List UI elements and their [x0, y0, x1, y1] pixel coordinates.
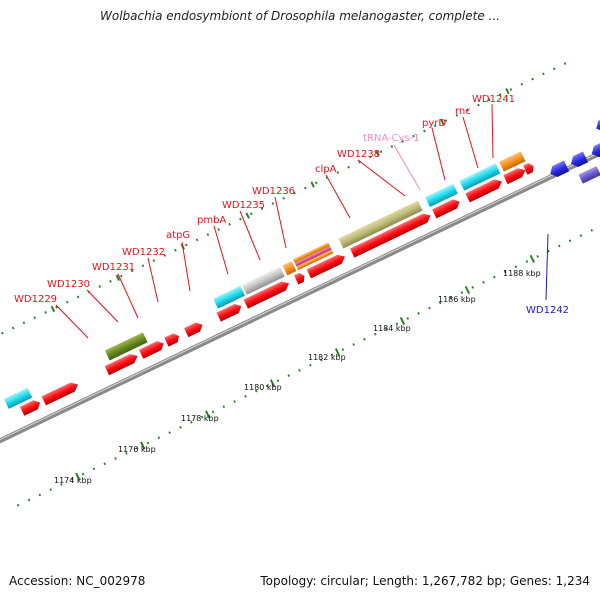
gene-arrow[interactable] — [306, 252, 347, 279]
gene-arrow[interactable] — [164, 332, 181, 347]
ruler-label: 1178 kbp — [181, 414, 219, 423]
gene-arrow[interactable] — [432, 197, 462, 219]
gene-label-wd1235[interactable]: WD1235 — [222, 200, 265, 211]
gene-track-reverse — [548, 114, 600, 184]
gene-arrow[interactable] — [104, 351, 140, 376]
feature-block-orange[interactable] — [499, 151, 526, 172]
gene-label-wd1242[interactable]: WD1242 — [526, 305, 569, 316]
ruler-label: 1176 kbp — [118, 445, 156, 454]
gene-arrow[interactable] — [465, 177, 504, 203]
gene-label-clpa[interactable]: clpA — [315, 164, 337, 175]
ruler-lower-ticks — [75, 254, 535, 481]
feature-block-pink[interactable] — [294, 246, 332, 267]
gene-arrow[interactable] — [41, 380, 81, 406]
accession-text: Accession: NC_002978 — [9, 574, 146, 588]
gene-label-wd1232[interactable]: WD1232 — [122, 247, 165, 258]
gene-arrow[interactable] — [19, 398, 42, 416]
feature-block-olive[interactable] — [104, 332, 148, 361]
genome-backbone — [0, 145, 600, 449]
gene-label-wd1241[interactable]: WD1241 — [472, 94, 515, 105]
gene-label-rnc[interactable]: rnc — [455, 106, 471, 117]
gene-arrow-reverse[interactable] — [548, 160, 570, 180]
gene-arrow[interactable] — [243, 279, 292, 309]
gene-labels: WD1229 WD1230 WD1231 WD1232 atpG pmbA WD… — [14, 94, 569, 316]
ruler-label: 1186 kbp — [438, 295, 476, 304]
feature-block-cyan[interactable] — [425, 183, 458, 208]
feature-block-orange[interactable] — [296, 249, 334, 271]
feature-block-cyan[interactable] — [459, 163, 501, 191]
callout-lines — [55, 103, 549, 339]
gene-arrow[interactable] — [503, 166, 527, 185]
gene-label-wd1238[interactable]: WD1238 — [337, 149, 380, 160]
ruler-label: 1182 kbp — [308, 353, 346, 362]
gene-label-wd1236[interactable]: WD1236 — [252, 186, 295, 197]
gene-arrow[interactable] — [184, 320, 205, 338]
gene-label-trna-cys-1[interactable]: tRNA-Cys-1 — [363, 133, 420, 144]
gene-arrow-reverse[interactable] — [594, 114, 600, 133]
feature-block-orange[interactable] — [282, 261, 297, 276]
gene-label-wd1229[interactable]: WD1229 — [14, 294, 57, 305]
feature-block-orange[interactable] — [293, 242, 330, 263]
feature-block-khaki[interactable] — [338, 200, 423, 249]
gene-arrow-reverse[interactable] — [568, 151, 589, 169]
gene-label-pyrd[interactable]: pyrD — [422, 118, 446, 129]
gene-arrow[interactable] — [350, 211, 433, 258]
feature-track — [3, 151, 526, 409]
gene-arrow[interactable] — [138, 339, 166, 359]
gene-label-pmba[interactable]: pmbA — [197, 215, 226, 226]
ruler-label: 1174 kbp — [54, 476, 92, 485]
feature-block-cyan[interactable] — [213, 285, 246, 309]
gene-arrow[interactable] — [294, 272, 306, 285]
ruler-labels: 1174 kbp 1176 kbp 1178 kbp 1180 kbp 1182… — [54, 269, 541, 485]
feature-block-silver[interactable] — [242, 266, 285, 295]
ruler-label: 1184 kbp — [373, 324, 411, 333]
feature-block-slate[interactable] — [578, 166, 600, 184]
gene-label-wd1231[interactable]: WD1231 — [92, 262, 135, 273]
gene-track-forward — [19, 162, 535, 416]
ruler-label: 1180 kbp — [244, 383, 282, 392]
gene-arrow[interactable] — [523, 162, 535, 175]
ruler-label: 1188 kbp — [503, 269, 541, 278]
gene-label-wd1230[interactable]: WD1230 — [47, 279, 90, 290]
gene-arrow-reverse[interactable] — [589, 139, 600, 159]
backbone-highlight — [0, 146, 600, 446]
gene-arrow[interactable] — [216, 302, 244, 322]
map-title: Wolbachia endosymbiont of Drosophila mel… — [100, 9, 500, 23]
feature-block-cyan[interactable] — [3, 387, 33, 409]
gene-label-atpg[interactable]: atpG — [166, 230, 190, 241]
genome-stats-text: Topology: circular; Length: 1,267,782 bp… — [260, 574, 590, 588]
